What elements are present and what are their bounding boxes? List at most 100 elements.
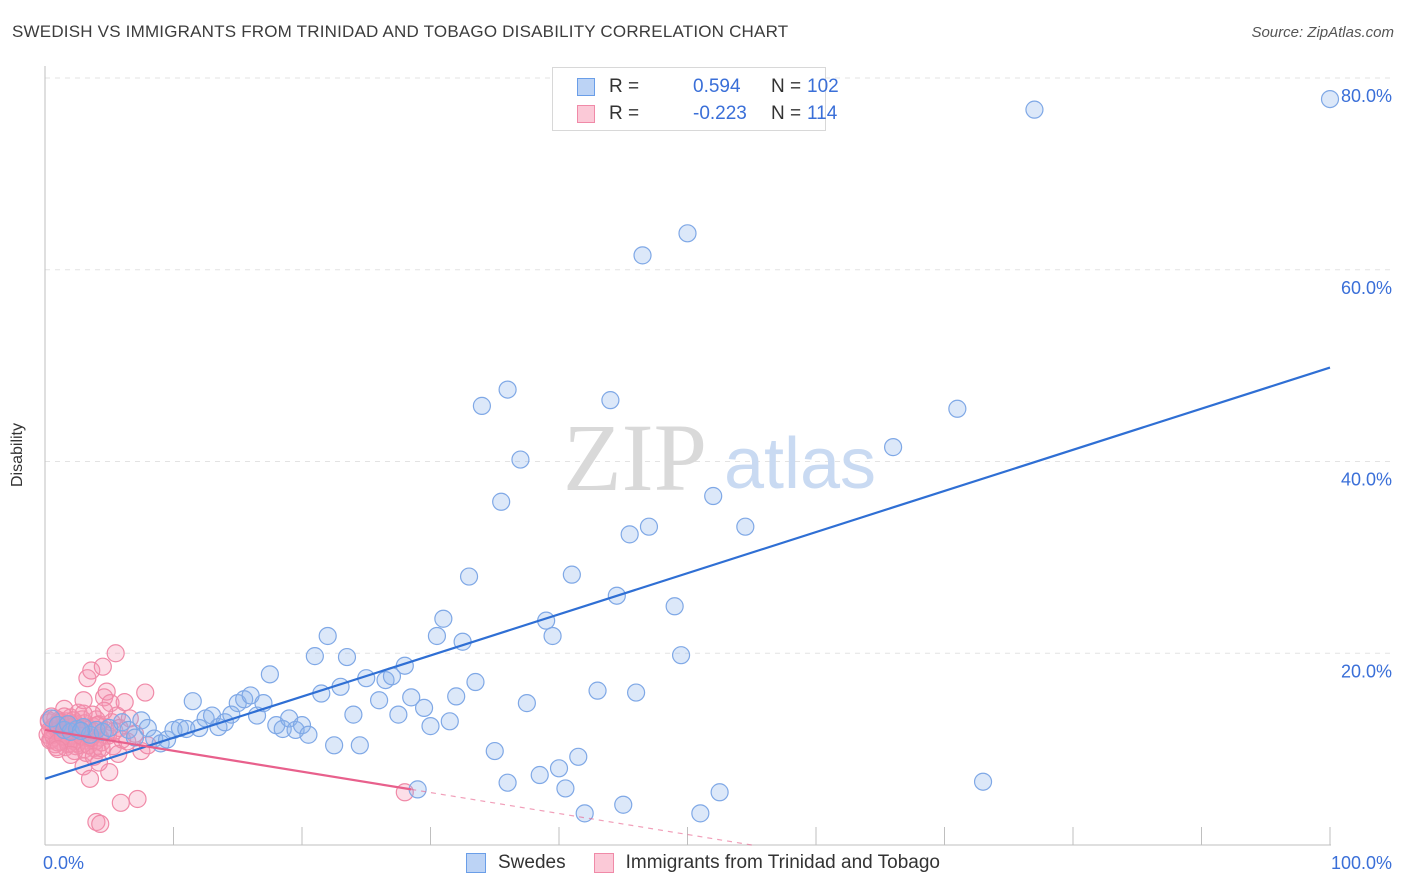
data-point bbox=[447, 687, 466, 706]
legend-n-value: 102 bbox=[807, 76, 839, 97]
data-point bbox=[440, 712, 459, 731]
data-point bbox=[115, 693, 134, 712]
data-point bbox=[556, 779, 575, 798]
data-point bbox=[498, 380, 517, 399]
data-point bbox=[92, 739, 111, 758]
data-point bbox=[109, 744, 128, 764]
data-point bbox=[350, 736, 369, 755]
data-point bbox=[136, 683, 155, 702]
legend-n-value: 114 bbox=[807, 103, 838, 124]
data-point bbox=[82, 661, 101, 680]
data-point bbox=[704, 486, 723, 506]
series-immigrants-trinidad-tobago bbox=[38, 644, 414, 834]
legend-r-label: R = bbox=[609, 103, 640, 124]
data-point bbox=[128, 789, 147, 809]
data-point bbox=[138, 718, 157, 738]
data-point bbox=[292, 716, 312, 735]
data-point bbox=[472, 396, 491, 415]
data-point bbox=[948, 399, 967, 418]
legend-label-immigrants: Immigrants from Trinidad and Tobago bbox=[625, 852, 940, 873]
data-point bbox=[691, 804, 710, 823]
legend-item-swedes: Swedes bbox=[466, 852, 566, 874]
y-tick-label: 80.0% bbox=[1341, 86, 1392, 106]
data-point bbox=[973, 772, 993, 791]
legend-r-value: 0.594 bbox=[693, 76, 741, 97]
watermark-atlas: atlas bbox=[724, 424, 876, 504]
data-point bbox=[569, 747, 588, 766]
x-tick-label: 0.0% bbox=[43, 853, 84, 873]
data-point bbox=[273, 719, 292, 739]
data-point bbox=[620, 525, 639, 544]
legend-r-value: -0.223 bbox=[693, 103, 747, 124]
y-tick-label: 60.0% bbox=[1341, 278, 1392, 298]
correlation-legend: R = 0.594 N = 102 R = -0.223 N = 114 bbox=[552, 67, 839, 131]
data-point bbox=[125, 728, 145, 747]
data-point bbox=[427, 626, 447, 646]
data-point bbox=[414, 698, 434, 717]
data-point bbox=[562, 565, 581, 584]
data-point bbox=[633, 246, 652, 265]
tick-labels: 20.0% 40.0% 60.0% 80.0% 0.0% 100.0% bbox=[43, 86, 1392, 873]
data-point bbox=[883, 438, 903, 457]
chart-source: Source: ZipAtlas.com bbox=[1251, 24, 1394, 41]
data-point bbox=[370, 691, 389, 710]
data-point bbox=[466, 672, 485, 692]
legend-row-immigrants: R = -0.223 N = 114 bbox=[577, 102, 837, 126]
legend-swatch-immigrants bbox=[577, 105, 595, 123]
legend-item-immigrants: Immigrants from Trinidad and Tobago bbox=[593, 852, 940, 874]
data-point bbox=[498, 773, 517, 792]
data-point bbox=[106, 644, 125, 663]
legend-label-swedes: Swedes bbox=[498, 852, 566, 873]
data-point bbox=[305, 647, 324, 666]
legend-n-label: N = bbox=[771, 76, 802, 97]
legend-n-label: N = bbox=[771, 103, 802, 124]
series-legend: Swedes Immigrants from Trinidad and Toba… bbox=[0, 852, 1406, 874]
data-point bbox=[190, 718, 209, 738]
data-point bbox=[671, 646, 691, 665]
data-point bbox=[183, 692, 202, 711]
data-point bbox=[389, 705, 408, 724]
data-point bbox=[93, 657, 112, 676]
data-point bbox=[337, 647, 357, 667]
trend-lines bbox=[44, 366, 1331, 846]
data-point bbox=[530, 765, 549, 785]
legend-swatch-swedes bbox=[577, 78, 595, 96]
y-tick-label: 20.0% bbox=[1341, 661, 1392, 681]
data-point bbox=[421, 717, 440, 736]
data-point bbox=[74, 691, 93, 710]
data-point bbox=[485, 741, 504, 761]
data-point bbox=[543, 626, 562, 646]
data-point bbox=[588, 681, 607, 700]
data-point bbox=[80, 769, 100, 788]
data-point bbox=[511, 450, 530, 469]
data-point bbox=[42, 709, 61, 728]
data-point bbox=[318, 626, 337, 646]
legend-row-swedes: R = 0.594 N = 102 bbox=[577, 75, 839, 99]
x-tick-label: 100.0% bbox=[1331, 853, 1392, 873]
data-point bbox=[325, 736, 344, 755]
data-point bbox=[111, 793, 130, 812]
data-point bbox=[575, 804, 594, 823]
data-point bbox=[434, 609, 453, 628]
data-point bbox=[402, 688, 421, 707]
data-point bbox=[492, 492, 511, 511]
data-point bbox=[736, 517, 755, 536]
trend-line bbox=[44, 366, 1331, 780]
data-point bbox=[299, 725, 318, 744]
data-point bbox=[1025, 100, 1044, 119]
chart-title: SWEDISH VS IMMIGRANTS FROM TRINIDAD AND … bbox=[12, 22, 789, 41]
y-tick-label: 40.0% bbox=[1341, 470, 1392, 490]
data-point bbox=[97, 682, 116, 701]
data-point bbox=[1320, 89, 1340, 109]
data-point bbox=[344, 705, 363, 724]
trend-line bbox=[44, 728, 412, 791]
data-point bbox=[517, 694, 536, 713]
data-point bbox=[48, 740, 67, 759]
data-point bbox=[91, 814, 110, 834]
legend-swatch-swedes bbox=[466, 853, 486, 873]
legend-swatch-immigrants bbox=[593, 853, 614, 873]
data-point bbox=[614, 795, 633, 814]
data-point bbox=[74, 704, 93, 723]
data-point bbox=[665, 597, 684, 616]
